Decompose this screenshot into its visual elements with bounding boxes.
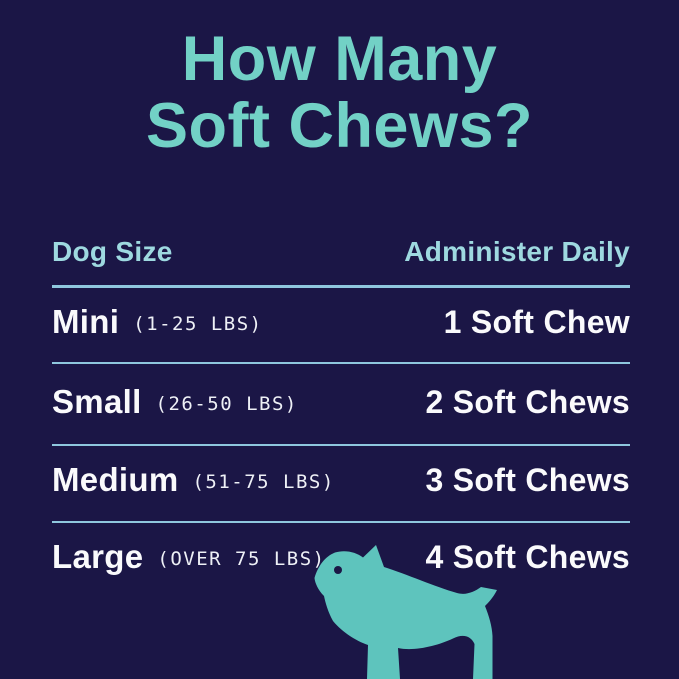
weight-range-label: (51-75 LBS): [192, 471, 335, 493]
size-label: Medium: [52, 461, 179, 498]
dose-value: 2 Soft Chews: [425, 383, 630, 420]
table-row-large: Large (OVER 75 LBS) 4 Soft Chews: [52, 535, 630, 579]
dog-size-cell: Mini (1-25 LBS): [52, 303, 263, 341]
dose-value: 3 Soft Chews: [425, 461, 630, 498]
dosage-table: Dog Size Administer Daily Mini (1-25 LBS…: [52, 0, 630, 679]
page-title: How Many Soft Chews?: [0, 26, 679, 160]
dog-size-cell: Medium (51-75 LBS): [52, 461, 335, 499]
size-label: Mini: [52, 303, 120, 340]
page-title-line-2: Soft Chews?: [145, 91, 533, 161]
french-bulldog-icon: [314, 545, 497, 679]
weight-range-label: (OVER 75 LBS): [157, 548, 326, 570]
header-divider: [52, 285, 630, 288]
table-row-medium: Medium (51-75 LBS) 3 Soft Chews: [52, 458, 630, 502]
size-label: Small: [52, 383, 142, 420]
weight-range-label: (26-50 LBS): [155, 393, 298, 415]
row-divider: [52, 362, 630, 364]
column-header-dog-size: Dog Size: [52, 236, 173, 267]
column-header-administer-daily: Administer Daily: [404, 236, 630, 267]
dog-size-cell: Small (26-50 LBS): [52, 383, 298, 421]
row-divider: [52, 444, 630, 446]
size-label: Large: [52, 538, 144, 575]
row-divider: [52, 521, 630, 523]
dog-size-cell: Large (OVER 75 LBS): [52, 538, 326, 576]
table-row-small: Small (26-50 LBS) 2 Soft Chews: [52, 380, 630, 424]
table-header-row: Dog Size Administer Daily: [52, 230, 630, 274]
dose-value: 1 Soft Chew: [443, 303, 630, 340]
weight-range-label: (1-25 LBS): [133, 313, 263, 335]
table-row-mini: Mini (1-25 LBS) 1 Soft Chew: [52, 300, 630, 344]
page-title-line-1: How Many: [181, 24, 498, 94]
dose-value: 4 Soft Chews: [425, 538, 630, 575]
